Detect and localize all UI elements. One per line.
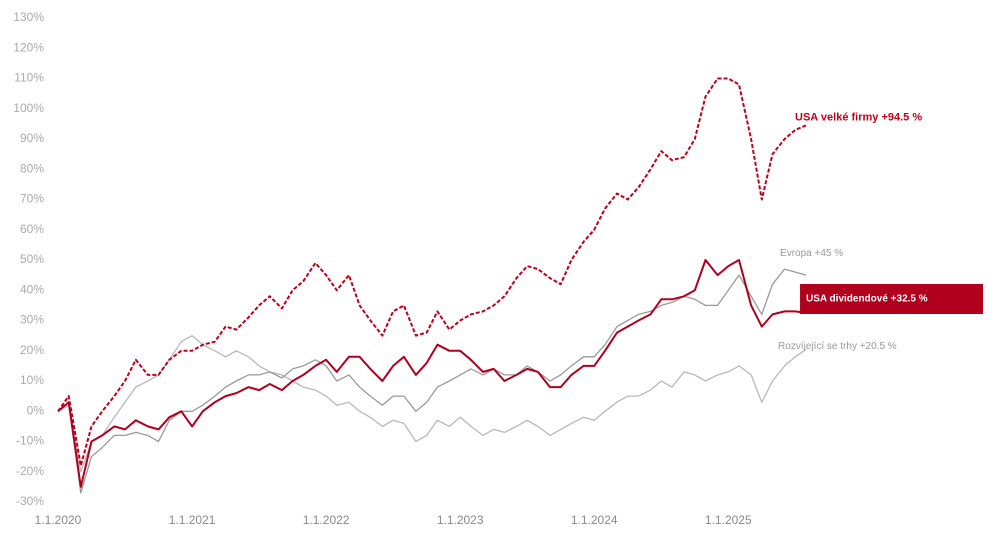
y-tick-label: 80% xyxy=(20,161,44,175)
y-tick-label: -10% xyxy=(16,434,44,448)
x-tick-label: 1.1.2020 xyxy=(35,513,82,527)
y-tick-label: 130% xyxy=(13,10,44,24)
y-tick-label: 30% xyxy=(20,313,44,327)
series-label: Evropa +45 % xyxy=(780,248,843,259)
y-tick-label: 70% xyxy=(20,192,44,206)
y-tick-label: 90% xyxy=(20,131,44,145)
y-tick-label: 10% xyxy=(20,373,44,387)
y-tick-label: 100% xyxy=(13,101,44,115)
y-tick-label: 110% xyxy=(14,71,44,85)
x-tick-label: 1.1.2022 xyxy=(303,513,350,527)
x-tick-label: 1.1.2023 xyxy=(437,513,484,527)
y-tick-label: -30% xyxy=(16,494,44,508)
series-label: USA velké firmy +94.5 % xyxy=(795,111,922,123)
x-tick-label: 1.1.2021 xyxy=(169,513,216,527)
y-tick-label: 20% xyxy=(20,343,44,357)
series-label: USA dividendové +32.5 % xyxy=(806,294,928,305)
x-tick-label: 1.1.2025 xyxy=(705,513,752,527)
x-tick-label: 1.1.2024 xyxy=(571,513,618,527)
y-tick-label: 40% xyxy=(20,282,44,296)
series-line xyxy=(57,259,807,488)
label-box xyxy=(800,284,983,314)
series-line xyxy=(57,334,807,473)
y-tick-label: 60% xyxy=(20,222,44,236)
series-label: Rozvíjející se trhy +20.5 % xyxy=(778,341,897,352)
y-tick-label: -20% xyxy=(16,464,44,478)
series-line xyxy=(57,77,807,467)
y-tick-label: 120% xyxy=(13,40,44,54)
series-line xyxy=(57,268,807,494)
y-tick-label: 0% xyxy=(27,403,45,417)
y-tick-label: 50% xyxy=(20,252,44,266)
